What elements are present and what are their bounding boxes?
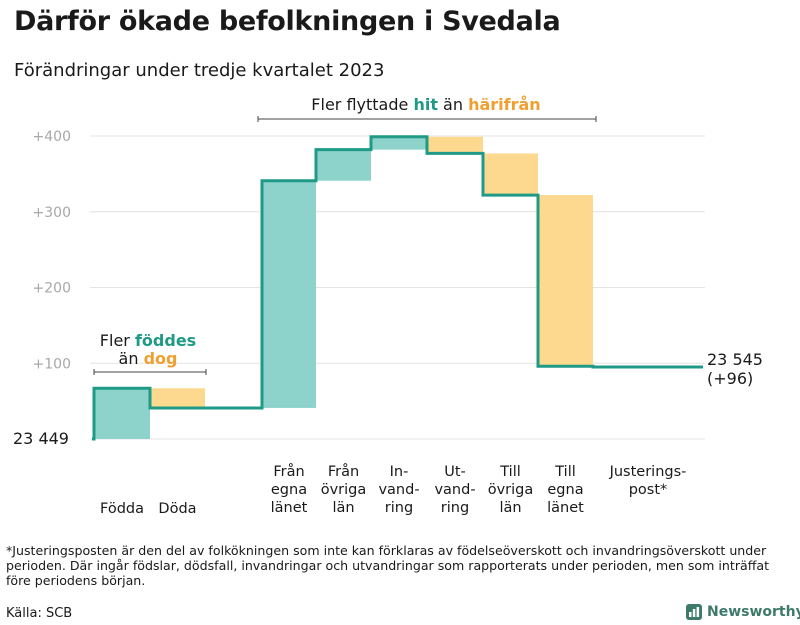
start-value-label: 23 449: [13, 429, 69, 448]
x-tick-label-line: egna: [271, 482, 307, 498]
waterfall-bar: [427, 136, 483, 154]
y-tick-label: +400: [33, 129, 71, 145]
x-tick-label: Födda: [100, 501, 144, 517]
waterfall-bar: [316, 149, 371, 181]
x-tick-label-line: Till: [499, 464, 521, 480]
annotation-segment: än: [438, 95, 468, 114]
y-tick-label: +300: [33, 205, 71, 221]
x-tick-label-line: Döda: [158, 501, 196, 517]
x-tick-label: Döda: [158, 501, 196, 517]
x-tick-label-line: län: [332, 500, 354, 516]
x-tick-label-line: In-: [390, 464, 409, 480]
x-tick-label-line: Justerings-: [609, 464, 687, 480]
annotation-segment: föddes: [135, 331, 196, 350]
x-tick-label-line: Från: [273, 463, 304, 480]
y-tick-label: +200: [33, 281, 71, 297]
waterfall-bar: [371, 136, 427, 150]
annotation-segment: hit: [413, 95, 438, 114]
x-tick-label-line: länet: [271, 500, 308, 516]
annotation-segment: härifrån: [468, 95, 541, 114]
y-tick-label: +100: [33, 356, 71, 372]
x-tick-label: Ut-vand-ring: [434, 464, 475, 516]
x-tick-label-line: ring: [385, 500, 413, 516]
waterfall-bar: [94, 388, 150, 439]
x-tick-label-line: Födda: [100, 501, 144, 517]
end-change-label: (+96): [707, 369, 753, 388]
running-total-line: [92, 135, 703, 441]
x-tick-label-line: ring: [441, 500, 469, 516]
x-tick-label: Till egna länet: [547, 464, 584, 516]
x-tick-label-line: länet: [547, 500, 584, 516]
x-tick-label: Justerings-post*: [609, 464, 687, 498]
x-tick-label-line: post*: [629, 482, 668, 498]
footnote: *Justeringsposten är den del av folkökni…: [6, 543, 770, 588]
x-tick-label-line: övriga: [488, 482, 534, 498]
x-tick-label-line: vand-: [378, 482, 419, 498]
x-tick-label-line: vand-: [434, 482, 475, 498]
annotation-segment: Fler: [100, 331, 135, 350]
x-tick-label: Från övriga län: [321, 463, 367, 516]
annotation-births-deaths: Fler föddes: [100, 331, 196, 350]
waterfall-bar: [262, 180, 316, 408]
source-label: Källa: SCB: [6, 606, 73, 621]
annotation-segment: Fler flyttade: [311, 95, 413, 114]
x-tick-label: Från egna länet: [271, 463, 308, 516]
annotation-births-deaths: än dog: [119, 349, 178, 368]
x-tick-label-line: Ut-: [444, 464, 466, 480]
chart-subtitle: Förändringar under tredje kvartalet 2023: [14, 60, 385, 81]
newsworthy-logo[interactable]: Newsworthy: [686, 604, 800, 620]
waterfall-bar: [483, 153, 538, 196]
waterfall-bar: [538, 195, 593, 367]
x-tick-label-line: Från: [328, 463, 359, 480]
x-tick-label-line: Till: [554, 464, 576, 480]
logo-text: Newsworthy: [707, 604, 800, 620]
x-tick-label-line: län: [499, 500, 521, 516]
end-value-label: 23 545: [707, 350, 763, 369]
annotation-segment: dog: [144, 349, 178, 368]
x-tick-label: Till övriga län: [488, 464, 534, 516]
chart-title: Därför ökade befolkningen i Svedala: [14, 6, 561, 37]
waterfall-chart: +100 +200 +300 +400 23 449 23 545(+96) Födda Dö…: [13, 95, 763, 517]
annotation-segment: än: [119, 349, 144, 368]
x-tick-label: In-vand-ring: [378, 464, 419, 516]
newsworthy-chart-icon: [686, 604, 702, 620]
x-tick-label-line: övriga: [321, 482, 367, 498]
waterfall-bar: [150, 388, 205, 408]
annotation-migration: Fler flyttade hit än härifrån: [311, 95, 540, 114]
x-tick-label-line: egna: [547, 482, 583, 498]
